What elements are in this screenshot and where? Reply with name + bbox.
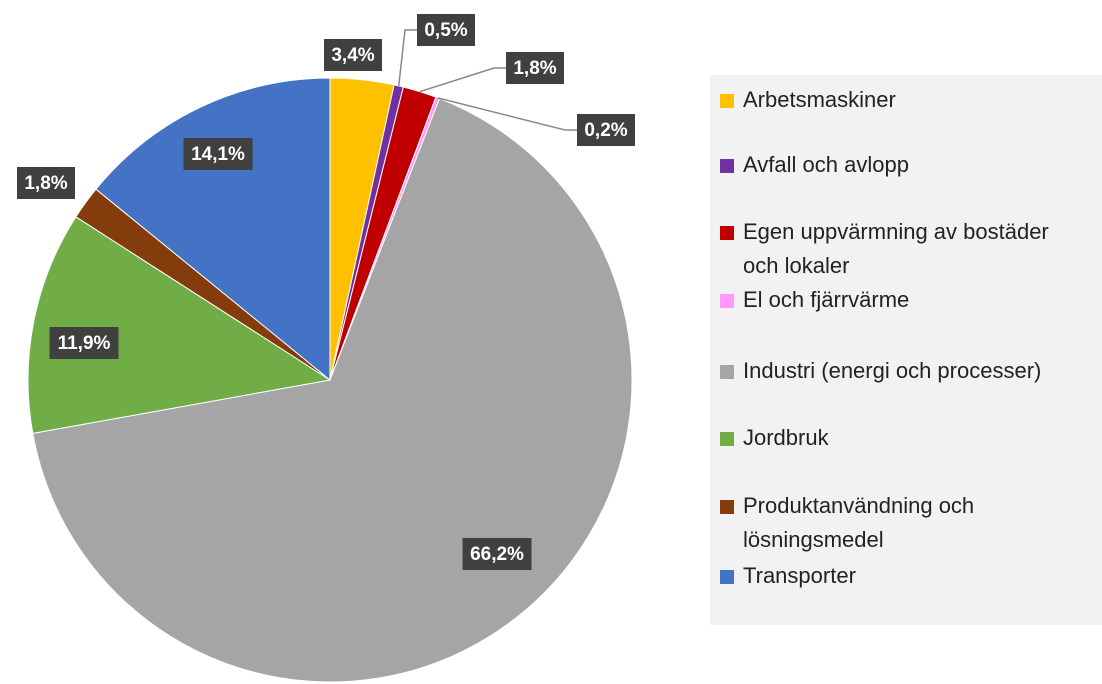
pie-slice <box>32 97 633 683</box>
data-label-box <box>417 14 475 46</box>
data-label: 0,2% <box>584 120 627 141</box>
legend-label: Transporter <box>743 563 856 588</box>
data-label: 3,4% <box>331 45 374 66</box>
pie-chart: 3,4% 0,5% 1,8% 0,2% 66,2% 11,9% 1,8% 14,1% <box>17 14 635 683</box>
legend-swatch <box>720 365 734 379</box>
leader-line <box>397 29 417 87</box>
data-label-box <box>506 52 564 84</box>
data-label-box <box>49 327 119 359</box>
data-label: 1,8% <box>24 173 67 194</box>
legend-swatch <box>720 226 734 240</box>
legend-swatch <box>720 159 734 173</box>
legend-swatch <box>720 432 734 446</box>
legend-swatch <box>720 500 734 514</box>
data-label-box <box>183 138 253 170</box>
legend-label: Jordbruk <box>743 425 829 450</box>
data-label: 0,5% <box>424 20 467 41</box>
legend-label: Produktanvändning och lösningsmedel <box>743 493 975 552</box>
pie-slice <box>95 77 331 382</box>
legend-label: Egen uppvärmning av bostäder och lokaler <box>743 219 1049 278</box>
legend-label: Avfall och avlopp <box>743 152 909 177</box>
leader-line <box>437 97 577 131</box>
legend-swatch <box>720 94 734 108</box>
legend-swatch <box>720 570 734 584</box>
legend: Arbetsmaskiner Avfall och avlopp Egen uppv… <box>710 75 1102 625</box>
legend-label: Industri (energi och processer) <box>743 358 1042 383</box>
pie-slice <box>27 216 332 434</box>
data-label: 11,9% <box>58 333 111 354</box>
legend-label: El och fjärrvärme <box>743 287 910 312</box>
data-label: 1,8% <box>513 58 556 79</box>
data-label-box <box>462 538 532 570</box>
data-label-box <box>324 39 382 71</box>
legend-swatch <box>720 294 734 308</box>
data-label: 14,1% <box>191 144 245 165</box>
data-label-box <box>17 167 75 199</box>
leader-line <box>419 67 506 93</box>
data-label-box <box>577 114 635 146</box>
legend-label: Arbetsmaskiner <box>743 87 896 112</box>
data-label: 66,2% <box>470 544 524 565</box>
